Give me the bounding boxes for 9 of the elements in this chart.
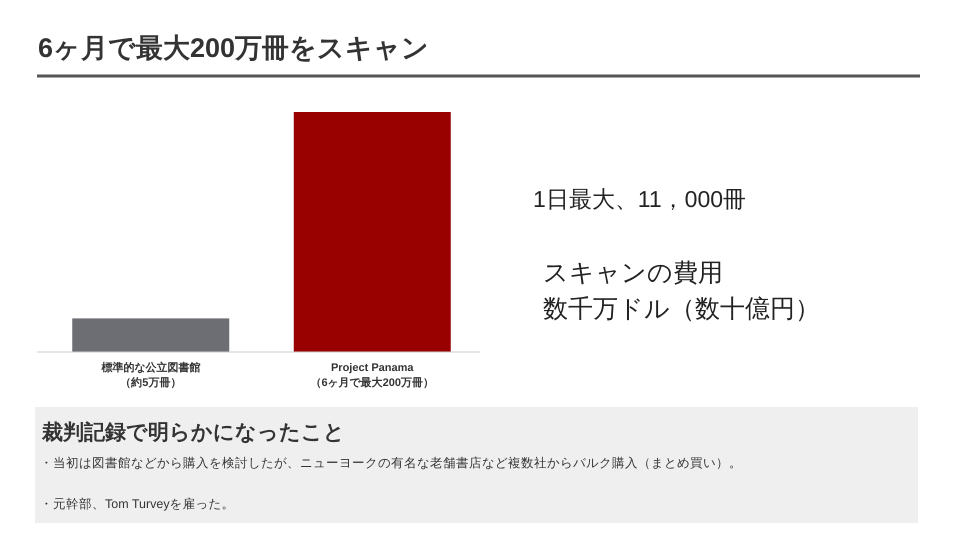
x-tick-label: 標準的な公立図書館（約5万冊） xyxy=(100,361,200,389)
text: ・当初は図書館などから購入を検討したが、ニューヨークの有名な老舗書店など複数社からバルク購入（まとめ買い）。 xyxy=(40,455,742,470)
text: スキャンの費用 xyxy=(543,259,723,287)
text: ・元幹部、Tom Turveyを雇った。 xyxy=(40,496,235,511)
text: 裁判記録で明らかになったこと xyxy=(41,421,345,444)
text: 数千万ドル（数十億円） xyxy=(543,295,820,323)
chart-title: 6ヶ月で最大200万冊をスキャン xyxy=(38,33,430,63)
text: 1日最大、11，000冊 xyxy=(533,186,746,212)
x-tick-label: Project Panama（6ヶ月で最大200万冊） xyxy=(310,362,434,389)
